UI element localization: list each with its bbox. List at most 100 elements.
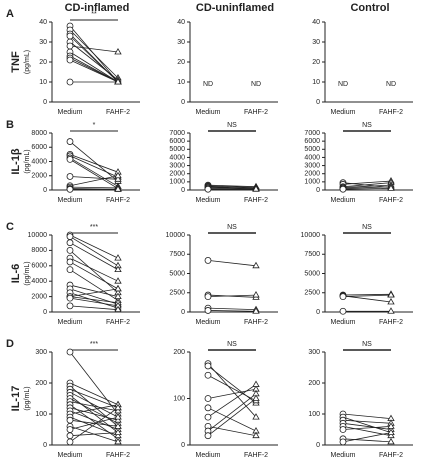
fahf2-point [387,291,395,298]
y-tick-label: 10000 [301,232,321,239]
y-tick-label: 0 [43,187,47,194]
pair-line [69,432,119,437]
pair-line [69,407,119,443]
y-tick-label: 0 [316,187,320,194]
y-tick-label: 3000 [169,162,185,169]
medium-point [66,42,74,50]
x-tick-label: Medium [58,319,83,326]
medium-point [204,395,212,402]
medium-point [204,371,212,379]
pair-line [69,410,119,430]
pair-line [69,35,119,83]
pair-line [69,186,119,189]
x-tick-label: Medium [331,197,356,204]
y-tick-label: 200 [308,380,320,387]
y-tick-label: 30 [177,39,185,46]
significance: * [93,122,96,129]
x-tick-label: FAHF-2 [379,109,403,116]
not-detected: ND [203,81,213,88]
pair-line [69,391,119,418]
pair-line [69,176,119,180]
y-tick-label: 6000 [31,263,47,270]
medium-point [66,185,74,193]
fahf2-point [114,428,122,435]
pair-line [69,155,119,178]
pair-line [207,310,257,312]
y-tick-label: 6000 [304,138,320,145]
medium-point [66,233,74,240]
panel-label: C [6,221,14,233]
y-tick-label: 0 [43,99,47,106]
y-tick-label: 0 [43,442,47,449]
pair-line [207,374,257,402]
fahf2-point [252,307,260,314]
pair-line [207,426,257,437]
y-tick-label: 0 [181,99,185,106]
medium-point [339,293,347,301]
x-tick-label: Medium [196,452,221,459]
medium-point [66,246,74,254]
pair-line [69,296,119,304]
fahf2-point [114,422,122,429]
pair-line [69,261,119,290]
fahf2-point [114,403,122,411]
medium-point [66,78,74,86]
pair-line [342,293,392,296]
pair-line [342,413,392,420]
y-tick-label: 6000 [31,144,47,151]
medium-point [204,404,212,412]
y-tick-label: 3000 [304,162,320,169]
pair-line [69,407,119,421]
pair-line [69,284,119,297]
y-tick-label: 4000 [304,154,320,161]
pair-line [342,438,392,443]
y-tick-label: 30 [39,39,47,46]
medium-point [66,432,74,440]
x-tick-label: Medium [331,452,356,459]
pair-line [69,236,119,267]
medium-point [66,266,74,274]
column-title: Control [350,2,389,14]
pair-line [207,294,257,297]
medium-point [66,348,74,356]
medium-point [339,426,347,433]
column-title: CD-inflamed [65,2,130,14]
fahf2-point [114,175,122,182]
fahf2-point [114,47,122,55]
pair-line [342,182,392,188]
medium-point [66,155,74,163]
fahf2-point [114,277,122,284]
fahf2-point [114,406,122,414]
medium-point [339,307,347,315]
fahf2-point [114,171,122,179]
pair-line [69,269,119,301]
pair-line [207,365,257,404]
pair-line [69,234,119,259]
medium-point [66,239,74,247]
pair-line [69,250,119,294]
pair-line [69,51,119,83]
fahf2-point [387,422,395,429]
panel-label: B [6,119,14,131]
pair-line [207,260,257,267]
medium-point [66,56,74,64]
y-tick-label: 8000 [31,247,47,254]
fahf2-point [114,292,122,299]
fahf2-point [114,265,122,273]
x-tick-label: FAHF-2 [379,452,403,459]
y-axis-unit: (pg/mL) [24,261,31,285]
significance: NS [362,224,372,231]
x-tick-label: Medium [331,109,356,116]
y-tick-label: 20 [39,59,47,66]
y-tick-label: 0 [181,309,185,316]
significance: *** [90,224,98,231]
fahf2-point [387,437,395,445]
pair-line [69,175,119,187]
pair-line [69,153,119,173]
pair-line [69,401,119,412]
y-tick-label: 10 [312,79,320,86]
fahf2-point [387,431,395,439]
y-tick-label: 20 [177,59,185,66]
y-tick-label: 8000 [31,130,47,137]
y-tick-label: 20 [312,59,320,66]
